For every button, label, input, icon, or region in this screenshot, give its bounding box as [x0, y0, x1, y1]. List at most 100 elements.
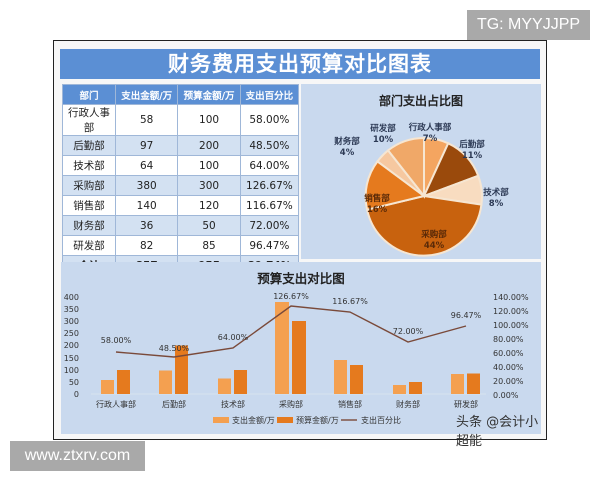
- pie-label-pct: 7%: [423, 134, 438, 144]
- line-data-label: 58.00%: [101, 336, 132, 345]
- line-data-label: 72.00%: [393, 327, 424, 336]
- table-row: 技术部 64 100 64.00%: [62, 155, 300, 176]
- cell: 行政人事部: [62, 104, 116, 136]
- pie-chart: 研发部 10% 行政人事部 7% 财务部 4% 后勤部 11% 技术部 8% 销…: [333, 122, 509, 257]
- legend-label: 支出金额/万: [232, 415, 275, 425]
- x-axis-label: 采购部: [279, 399, 303, 409]
- combo-chart: 400 350 300 250 200 150 100 50 0 140.00%…: [64, 292, 529, 425]
- pie-label-pct: 11%: [462, 151, 483, 161]
- pie-label-pct: 8%: [489, 199, 504, 209]
- col-header: 预算金额/万: [177, 84, 241, 105]
- line-data-label: 48.50%: [159, 344, 190, 353]
- bar-budget: [234, 370, 247, 394]
- table-header-row: 部门 支出金额/万 预算金额/万 支出百分比: [62, 84, 300, 105]
- legend-label: 支出百分比: [361, 415, 401, 425]
- pie-label-pct: 44%: [424, 241, 445, 251]
- col-header: 支出百分比: [239, 84, 300, 105]
- table-row: 研发部 82 85 96.47%: [62, 235, 300, 256]
- cell: 100: [177, 104, 241, 136]
- col-header: 部门: [62, 84, 116, 105]
- right-axis-tick: 80.00%: [493, 335, 524, 344]
- left-axis-tick: 100: [64, 366, 79, 375]
- pie-label-pct: 16%: [367, 205, 388, 215]
- pie-label-pct: 4%: [340, 148, 355, 158]
- table-row: 采购部 380 300 126.67%: [62, 175, 300, 196]
- pie-label-name: 财务部: [333, 136, 360, 147]
- pie-label-name: 研发部: [370, 123, 396, 134]
- table-row: 财务部 36 50 72.00%: [62, 215, 300, 236]
- pie-label-name: 行政人事部: [408, 122, 452, 133]
- cell: 研发部: [62, 235, 116, 256]
- bar-spend: [101, 380, 114, 394]
- right-axis-tick: 40.00%: [493, 363, 524, 372]
- cell: 82: [114, 235, 179, 256]
- line-data-label: 126.67%: [273, 292, 309, 301]
- cell: 96.47%: [239, 235, 300, 256]
- bar-spend: [393, 385, 406, 394]
- table-row: 销售部 140 120 116.67%: [62, 195, 300, 216]
- left-axis-tick: 150: [64, 354, 79, 363]
- pie-label-name: 采购部: [420, 229, 447, 240]
- line-data-label: 96.47%: [451, 311, 482, 320]
- line-data-label: 64.00%: [218, 333, 249, 342]
- legend-swatch-budget: [277, 417, 293, 423]
- right-axis-tick: 0.00%: [493, 391, 519, 400]
- left-axis-tick: 200: [64, 341, 79, 350]
- right-axis-tick: 60.00%: [493, 349, 524, 358]
- bar-budget: [409, 382, 422, 394]
- x-axis-label: 行政人事部: [96, 399, 136, 409]
- bar-budget: [175, 345, 188, 394]
- cell: 后勤部: [62, 135, 116, 156]
- x-axis-label: 后勤部: [162, 399, 186, 409]
- watermark-bottom: www.ztxrv.com: [10, 441, 145, 471]
- left-axis-tick: 300: [64, 317, 79, 326]
- page-title: 财务费用支出预算对比图表: [60, 49, 540, 79]
- cell: 380: [114, 175, 179, 196]
- x-axis-label: 研发部: [454, 399, 478, 409]
- bar-chart-panel: 预算支出对比图 400 350 300 250 200 150 100 50 0…: [61, 262, 541, 434]
- right-axis-tick: 140.00%: [493, 293, 529, 302]
- legend-label: 预算金额/万: [296, 415, 339, 425]
- cell: 120: [177, 195, 241, 216]
- right-axis-tick: 100.00%: [493, 321, 529, 330]
- right-axis-tick: 120.00%: [493, 307, 529, 316]
- left-axis-tick: 0: [74, 390, 79, 399]
- bar-spend: [451, 374, 464, 394]
- watermark-top: TG: MYYJJPP: [467, 10, 590, 40]
- right-axis-tick: 20.00%: [493, 377, 524, 386]
- pie-label-name: 技术部: [483, 187, 509, 198]
- cell: 64: [114, 155, 179, 176]
- bar-chart-title: 预算支出对比图: [257, 271, 345, 286]
- percent-line: [115, 305, 467, 358]
- cell: 97: [114, 135, 179, 156]
- cell: 48.50%: [239, 135, 300, 156]
- bar-spend: [275, 302, 289, 394]
- bar-spend: [334, 360, 347, 394]
- cell: 销售部: [62, 195, 116, 216]
- cell: 36: [114, 215, 179, 236]
- cell: 50: [177, 215, 241, 236]
- table-row: 后勤部 97 200 48.50%: [62, 135, 300, 156]
- left-axis-tick: 250: [64, 329, 79, 338]
- cell: 200: [177, 135, 241, 156]
- cell: 140: [114, 195, 179, 216]
- table-row: 行政人事部 58 100 58.00%: [62, 104, 300, 136]
- left-axis-tick: 50: [69, 378, 79, 387]
- cell: 300: [177, 175, 241, 196]
- col-header: 支出金额/万: [114, 84, 179, 105]
- bar-budget: [117, 370, 130, 394]
- pie-chart-title: 部门支出占比图: [378, 94, 463, 108]
- bar-budget: [350, 365, 363, 394]
- cell: 58: [114, 104, 179, 136]
- cell: 64.00%: [239, 155, 300, 176]
- left-axis-tick: 350: [64, 305, 79, 314]
- budget-bars: [117, 321, 480, 394]
- pie-slice-caigou: [365, 194, 483, 257]
- spend-bars: [101, 302, 464, 394]
- x-axis-label: 技术部: [221, 399, 245, 409]
- cell: 116.67%: [239, 195, 300, 216]
- pie-label-pct: 10%: [373, 135, 394, 145]
- x-axis-label: 销售部: [338, 399, 362, 409]
- cell: 58.00%: [239, 104, 300, 136]
- left-axis-tick: 400: [64, 293, 79, 302]
